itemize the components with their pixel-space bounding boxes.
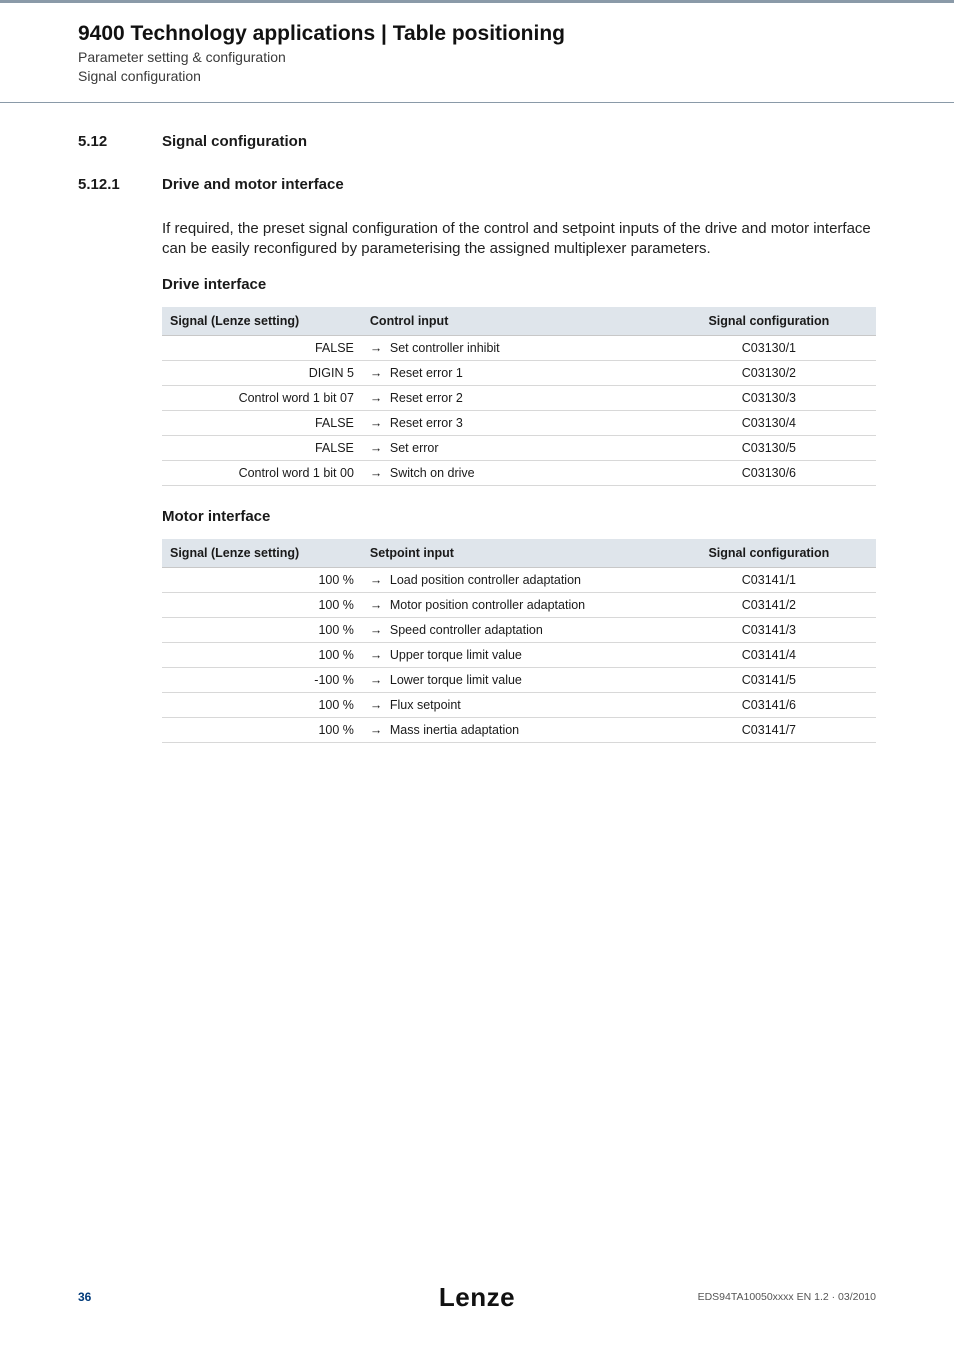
cell-control: → Reset error 3 — [362, 411, 662, 436]
cell-signal: DIGIN 5 — [162, 361, 362, 386]
cell-config: C03130/5 — [662, 436, 876, 461]
cell-control: → Flux setpoint — [362, 693, 662, 718]
cell-control: → Mass inertia adaptation — [362, 718, 662, 743]
cell-signal: -100 % — [162, 668, 362, 693]
table-row: DIGIN 5→ Reset error 1C03130/2 — [162, 361, 876, 386]
table-row: Control word 1 bit 07→ Reset error 2C031… — [162, 386, 876, 411]
motor-interface-table: Signal (Lenze setting) Setpoint input Si… — [162, 539, 876, 743]
section-title: Signal configuration — [162, 133, 307, 150]
main-content: 5.12 Signal configuration 5.12.1 Drive a… — [0, 103, 954, 743]
cell-config: C03130/6 — [662, 461, 876, 486]
drive-interface-heading: Drive interface — [162, 276, 876, 293]
table-header-row: Signal (Lenze setting) Setpoint input Si… — [162, 539, 876, 568]
cell-control: → Switch on drive — [362, 461, 662, 486]
cell-config: C03130/2 — [662, 361, 876, 386]
cell-signal: 100 % — [162, 693, 362, 718]
cell-signal: 100 % — [162, 593, 362, 618]
cell-control: → Lower torque limit value — [362, 668, 662, 693]
cell-control: → Motor position controller adaptation — [362, 593, 662, 618]
cell-control: → Load position controller adaptation — [362, 568, 662, 593]
arrow-icon: → — [370, 441, 383, 455]
cell-signal: FALSE — [162, 411, 362, 436]
arrow-icon: → — [370, 466, 383, 480]
arrow-icon: → — [370, 598, 383, 612]
cell-signal: 100 % — [162, 618, 362, 643]
table-row: 100 %→ Upper torque limit valueC03141/4 — [162, 643, 876, 668]
table-row: 100 %→ Load position controller adaptati… — [162, 568, 876, 593]
section-5-12: 5.12 Signal configuration — [78, 133, 876, 150]
arrow-icon: → — [370, 416, 383, 430]
cell-signal: Control word 1 bit 07 — [162, 386, 362, 411]
table-row: 100 %→ Motor position controller adaptat… — [162, 593, 876, 618]
col-signal: Signal (Lenze setting) — [162, 539, 362, 568]
section-5-12-1: 5.12.1 Drive and motor interface — [78, 176, 876, 193]
arrow-icon: → — [370, 673, 383, 687]
table-row: FALSE→ Set errorC03130/5 — [162, 436, 876, 461]
cell-signal: 100 % — [162, 643, 362, 668]
page-header: 9400 Technology applications | Table pos… — [0, 0, 954, 96]
table-row: 100 %→ Flux setpointC03141/6 — [162, 693, 876, 718]
arrow-icon: → — [370, 623, 383, 637]
col-signal-config: Signal configuration — [662, 539, 876, 568]
table-row: -100 %→ Lower torque limit valueC03141/5 — [162, 668, 876, 693]
cell-config: C03141/4 — [662, 643, 876, 668]
cell-config: C03141/7 — [662, 718, 876, 743]
cell-signal: 100 % — [162, 568, 362, 593]
motor-interface-heading: Motor interface — [162, 508, 876, 525]
cell-config: C03141/6 — [662, 693, 876, 718]
cell-config: C03130/4 — [662, 411, 876, 436]
drive-interface-table: Signal (Lenze setting) Control input Sig… — [162, 307, 876, 486]
arrow-icon: → — [370, 698, 383, 712]
doc-subtitle-1: Parameter setting & configuration — [78, 48, 876, 67]
arrow-icon: → — [370, 648, 383, 662]
col-setpoint-input: Setpoint input — [362, 539, 662, 568]
page-number: 36 — [78, 1290, 91, 1304]
table-row: FALSE→ Reset error 3C03130/4 — [162, 411, 876, 436]
lenze-logo: Lenze — [439, 1282, 515, 1313]
cell-control: → Upper torque limit value — [362, 643, 662, 668]
arrow-icon: → — [370, 723, 383, 737]
arrow-icon: → — [370, 573, 383, 587]
cell-control: → Set error — [362, 436, 662, 461]
cell-signal: Control word 1 bit 00 — [162, 461, 362, 486]
cell-signal: FALSE — [162, 336, 362, 361]
cell-control: → Reset error 1 — [362, 361, 662, 386]
cell-control: → Set controller inhibit — [362, 336, 662, 361]
cell-config: C03141/3 — [662, 618, 876, 643]
col-control-input: Control input — [362, 307, 662, 336]
table-header-row: Signal (Lenze setting) Control input Sig… — [162, 307, 876, 336]
cell-signal: FALSE — [162, 436, 362, 461]
cell-config: C03130/1 — [662, 336, 876, 361]
col-signal: Signal (Lenze setting) — [162, 307, 362, 336]
table-row: Control word 1 bit 00→ Switch on driveC0… — [162, 461, 876, 486]
section-title: Drive and motor interface — [162, 176, 344, 193]
cell-control: → Speed controller adaptation — [362, 618, 662, 643]
section-number: 5.12 — [78, 133, 162, 150]
page-footer: 36 Lenze EDS94TA10050xxxx EN 1.2 · 03/20… — [0, 1290, 954, 1304]
col-signal-config: Signal configuration — [662, 307, 876, 336]
intro-paragraph: If required, the preset signal configura… — [162, 219, 876, 260]
cell-config: C03141/5 — [662, 668, 876, 693]
cell-config: C03141/2 — [662, 593, 876, 618]
arrow-icon: → — [370, 366, 383, 380]
table-row: 100 %→ Speed controller adaptationC03141… — [162, 618, 876, 643]
header-accent-line — [0, 0, 954, 3]
table-row: 100 %→ Mass inertia adaptationC03141/7 — [162, 718, 876, 743]
doc-subtitle-2: Signal configuration — [78, 67, 876, 86]
doc-title: 9400 Technology applications | Table pos… — [78, 22, 876, 46]
doc-id: EDS94TA10050xxxx EN 1.2 · 03/2010 — [698, 1291, 876, 1303]
cell-config: C03130/3 — [662, 386, 876, 411]
cell-signal: 100 % — [162, 718, 362, 743]
arrow-icon: → — [370, 391, 383, 405]
table-row: FALSE→ Set controller inhibitC03130/1 — [162, 336, 876, 361]
arrow-icon: → — [370, 341, 383, 355]
cell-control: → Reset error 2 — [362, 386, 662, 411]
section-number: 5.12.1 — [78, 176, 162, 193]
cell-config: C03141/1 — [662, 568, 876, 593]
